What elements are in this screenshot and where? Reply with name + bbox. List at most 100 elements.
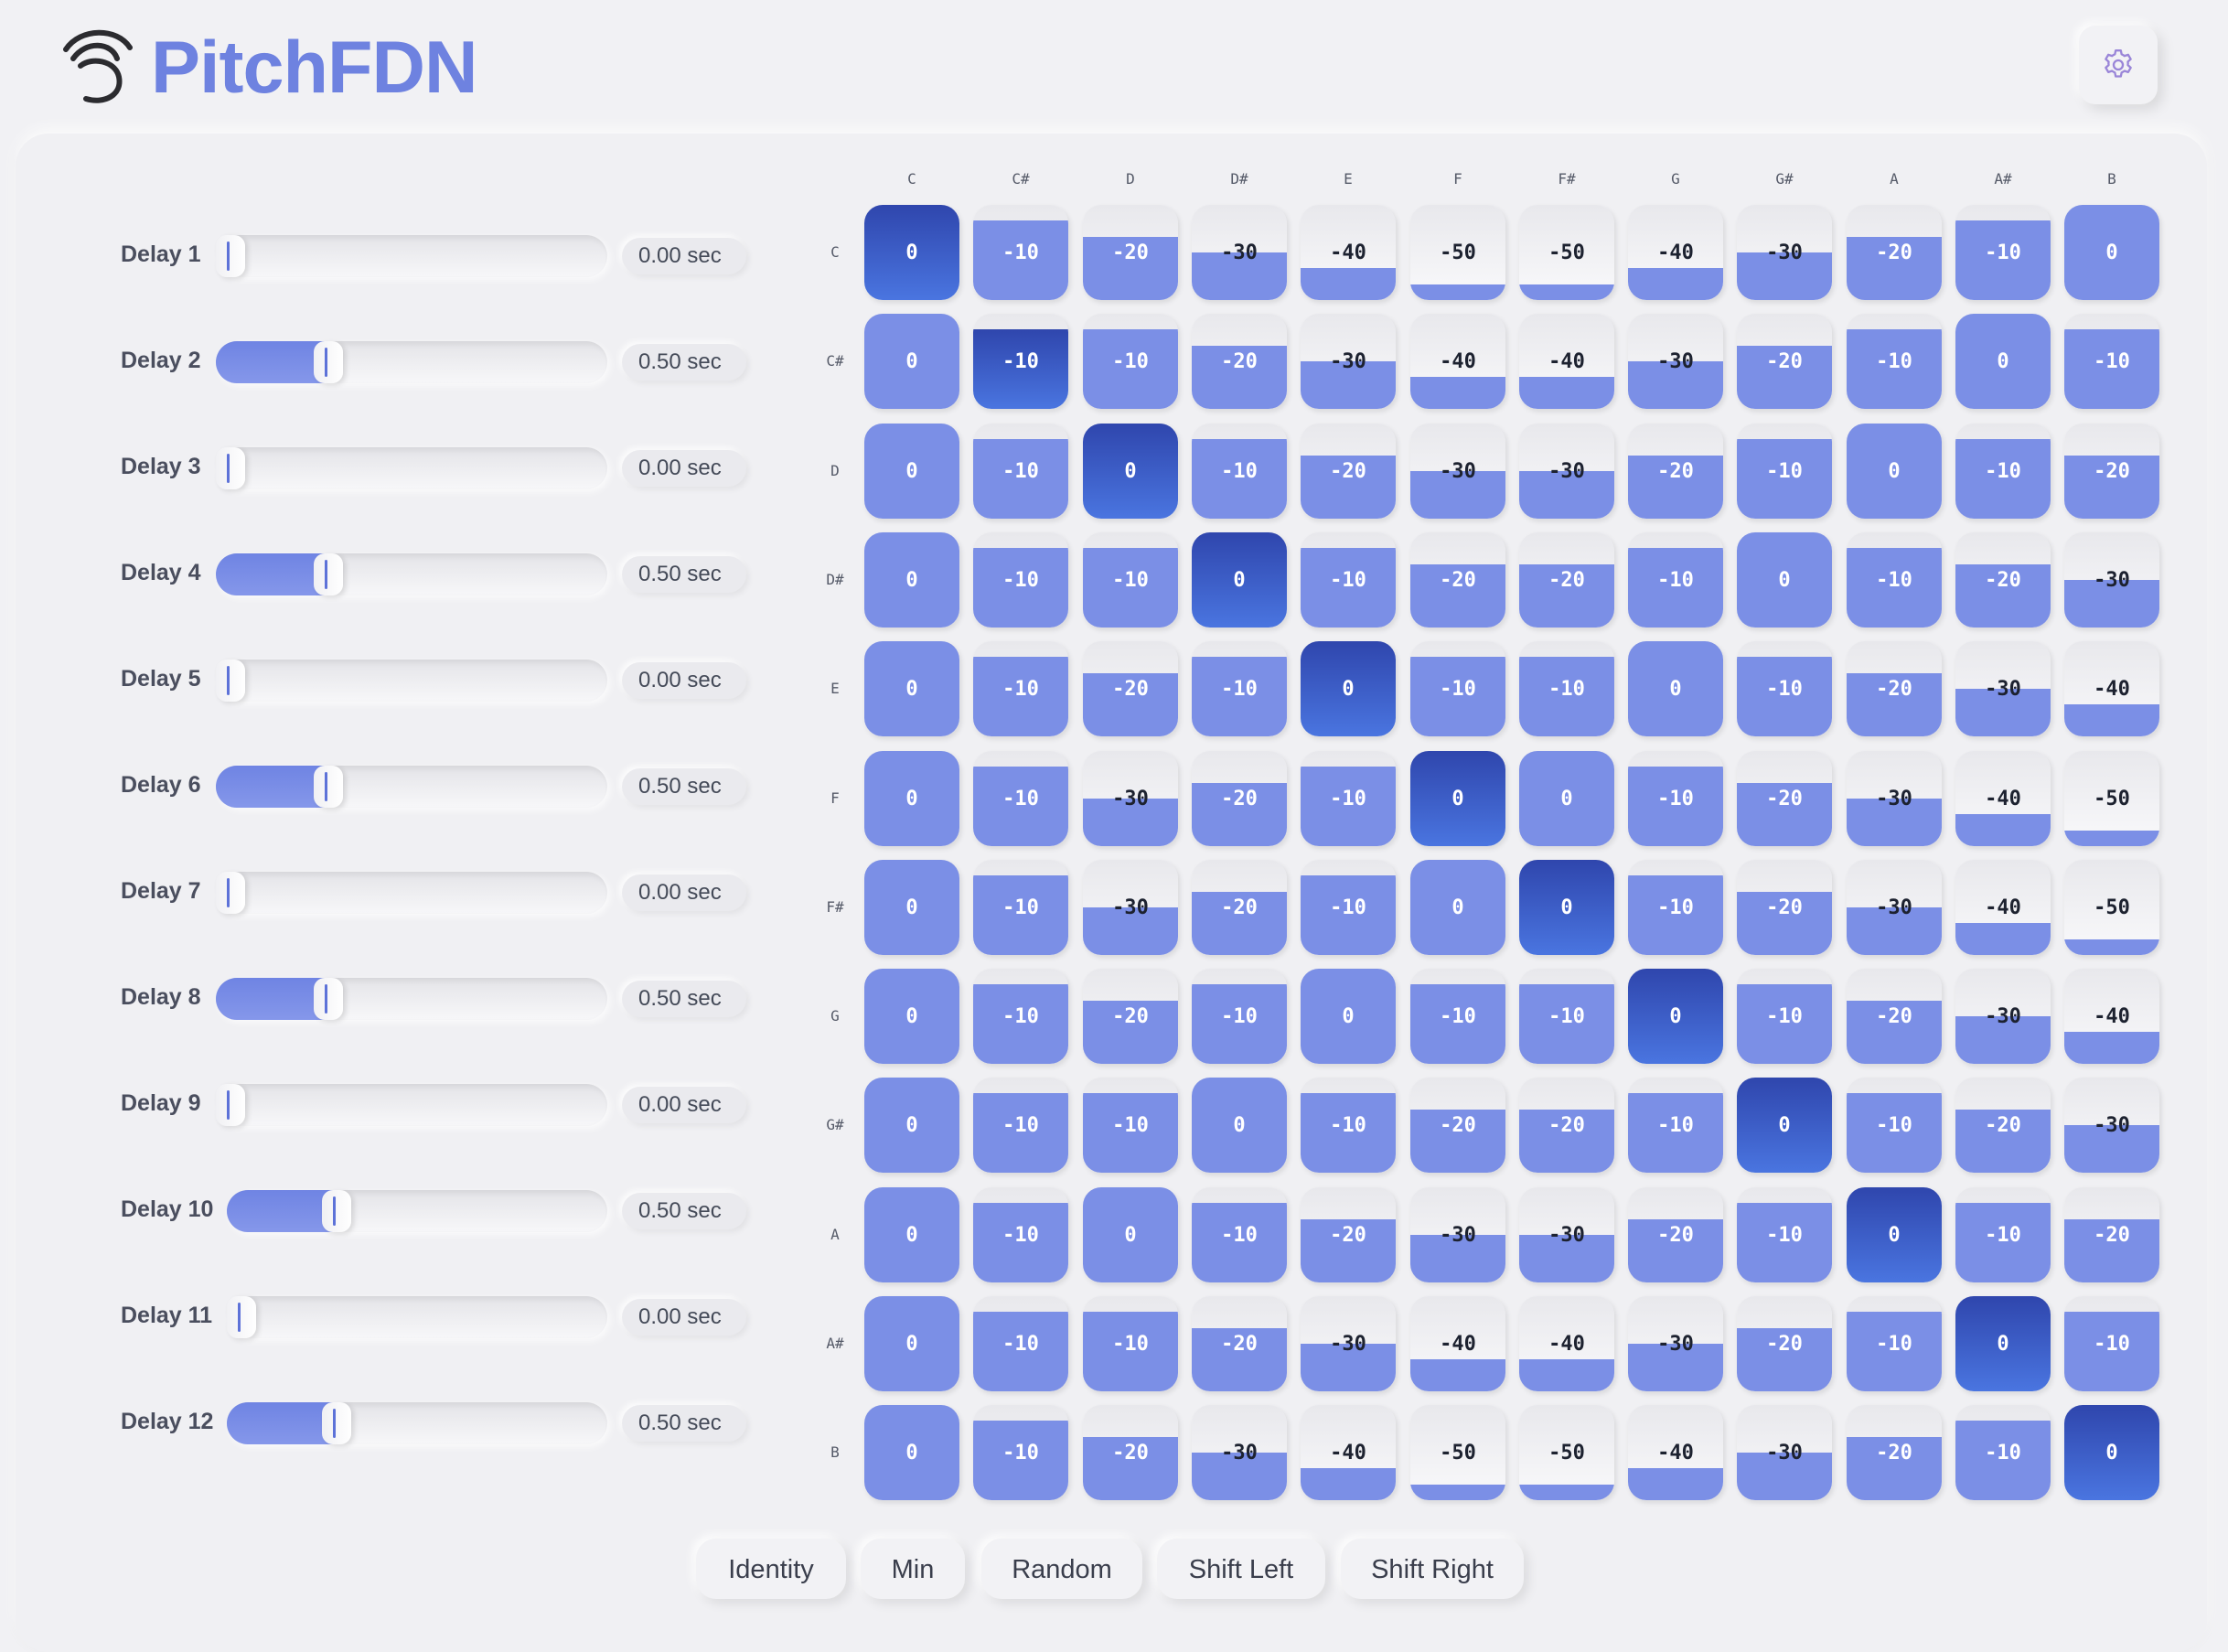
matrix-cell[interactable]: 0: [864, 641, 959, 736]
matrix-cell[interactable]: -20: [1410, 1078, 1505, 1173]
matrix-cell[interactable]: -10: [973, 1296, 1068, 1391]
delay-slider[interactable]: [227, 1402, 607, 1444]
matrix-cell[interactable]: 0: [1192, 1078, 1287, 1173]
matrix-cell[interactable]: -30: [1847, 751, 1942, 846]
matrix-cell[interactable]: -10: [1628, 751, 1723, 846]
matrix-cell[interactable]: -30: [2064, 1078, 2159, 1173]
matrix-cell[interactable]: -10: [1301, 860, 1396, 955]
matrix-cell[interactable]: -50: [1519, 1405, 1614, 1500]
matrix-cell[interactable]: 0: [864, 1187, 959, 1282]
matrix-cell[interactable]: -10: [1847, 1296, 1942, 1391]
matrix-cell[interactable]: -50: [2064, 751, 2159, 846]
matrix-cell[interactable]: -20: [1192, 751, 1287, 846]
delay-slider[interactable]: [216, 235, 607, 277]
matrix-cell[interactable]: -10: [973, 1405, 1068, 1500]
matrix-cell[interactable]: -20: [1192, 860, 1287, 955]
matrix-cell[interactable]: -30: [1519, 1187, 1614, 1282]
matrix-cell[interactable]: -20: [1083, 641, 1178, 736]
delay-slider[interactable]: [216, 766, 607, 808]
matrix-cell[interactable]: -10: [1628, 1078, 1723, 1173]
matrix-cell[interactable]: -10: [1192, 1187, 1287, 1282]
delay-slider[interactable]: [216, 872, 607, 914]
matrix-cell[interactable]: 0: [1628, 969, 1723, 1064]
identity-button[interactable]: Identity: [696, 1539, 846, 1599]
delay-slider[interactable]: [216, 660, 607, 702]
matrix-cell[interactable]: 0: [864, 860, 959, 955]
matrix-cell[interactable]: -10: [973, 1078, 1068, 1173]
matrix-cell[interactable]: -50: [1410, 205, 1505, 300]
matrix-cell[interactable]: -10: [1628, 532, 1723, 628]
matrix-cell[interactable]: 0: [2064, 1405, 2159, 1500]
matrix-cell[interactable]: -10: [973, 532, 1068, 628]
matrix-cell[interactable]: -30: [1410, 424, 1505, 519]
matrix-cell[interactable]: -30: [1301, 1296, 1396, 1391]
matrix-cell[interactable]: 0: [1410, 751, 1505, 846]
matrix-cell[interactable]: -30: [1955, 969, 2051, 1064]
matrix-cell[interactable]: -20: [1847, 969, 1942, 1064]
matrix-cell[interactable]: -20: [2064, 424, 2159, 519]
matrix-cell[interactable]: -40: [1301, 1405, 1396, 1500]
matrix-cell[interactable]: -10: [2064, 1296, 2159, 1391]
matrix-cell[interactable]: 0: [2064, 205, 2159, 300]
matrix-cell[interactable]: -20: [1847, 205, 1942, 300]
matrix-cell[interactable]: -30: [1083, 860, 1178, 955]
matrix-cell[interactable]: -10: [973, 424, 1068, 519]
matrix-cell[interactable]: 0: [864, 969, 959, 1064]
matrix-cell[interactable]: -50: [2064, 860, 2159, 955]
matrix-cell[interactable]: -20: [1847, 641, 1942, 736]
matrix-cell[interactable]: -20: [1083, 969, 1178, 1064]
matrix-cell[interactable]: -10: [973, 205, 1068, 300]
matrix-cell[interactable]: 0: [864, 751, 959, 846]
matrix-cell[interactable]: -20: [1737, 314, 1832, 409]
matrix-cell[interactable]: -20: [1955, 532, 2051, 628]
matrix-cell[interactable]: -20: [2064, 1187, 2159, 1282]
matrix-cell[interactable]: -40: [1301, 205, 1396, 300]
delay-slider[interactable]: [216, 447, 607, 489]
matrix-cell[interactable]: -40: [1410, 314, 1505, 409]
matrix-cell[interactable]: 0: [1628, 641, 1723, 736]
slider-handle[interactable]: [216, 447, 245, 489]
matrix-cell[interactable]: -10: [973, 751, 1068, 846]
matrix-cell[interactable]: -10: [1410, 641, 1505, 736]
matrix-cell[interactable]: -10: [1955, 1187, 2051, 1282]
matrix-cell[interactable]: -30: [1192, 205, 1287, 300]
slider-handle[interactable]: [314, 341, 343, 383]
matrix-cell[interactable]: 0: [1410, 860, 1505, 955]
matrix-cell[interactable]: -10: [1192, 424, 1287, 519]
matrix-cell[interactable]: -10: [973, 1187, 1068, 1282]
matrix-cell[interactable]: 0: [1847, 1187, 1942, 1282]
matrix-cell[interactable]: -20: [1628, 424, 1723, 519]
matrix-cell[interactable]: -10: [1519, 641, 1614, 736]
matrix-cell[interactable]: -30: [2064, 532, 2159, 628]
matrix-cell[interactable]: -20: [1628, 1187, 1723, 1282]
slider-handle[interactable]: [314, 978, 343, 1020]
matrix-cell[interactable]: -10: [1301, 532, 1396, 628]
matrix-cell[interactable]: -40: [1628, 1405, 1723, 1500]
matrix-cell[interactable]: -40: [2064, 969, 2159, 1064]
matrix-cell[interactable]: -30: [1083, 751, 1178, 846]
matrix-cell[interactable]: 0: [864, 205, 959, 300]
matrix-cell[interactable]: -20: [1301, 424, 1396, 519]
matrix-cell[interactable]: -50: [1410, 1405, 1505, 1500]
matrix-cell[interactable]: 0: [864, 1296, 959, 1391]
matrix-cell[interactable]: -20: [1192, 314, 1287, 409]
matrix-cell[interactable]: 0: [1847, 424, 1942, 519]
matrix-cell[interactable]: -10: [1847, 314, 1942, 409]
slider-handle[interactable]: [314, 553, 343, 595]
matrix-cell[interactable]: 0: [864, 424, 959, 519]
matrix-cell[interactable]: -10: [1955, 1405, 2051, 1500]
matrix-cell[interactable]: -10: [973, 314, 1068, 409]
matrix-cell[interactable]: 0: [1301, 969, 1396, 1064]
matrix-cell[interactable]: -20: [1410, 532, 1505, 628]
matrix-cell[interactable]: -10: [1847, 532, 1942, 628]
matrix-cell[interactable]: -20: [1955, 1078, 2051, 1173]
matrix-cell[interactable]: -10: [1083, 1078, 1178, 1173]
matrix-cell[interactable]: -30: [1192, 1405, 1287, 1500]
matrix-cell[interactable]: -20: [1847, 1405, 1942, 1500]
matrix-cell[interactable]: 0: [1955, 314, 2051, 409]
delay-slider[interactable]: [227, 1190, 607, 1232]
matrix-cell[interactable]: -40: [2064, 641, 2159, 736]
matrix-cell[interactable]: -10: [973, 641, 1068, 736]
matrix-cell[interactable]: -30: [1519, 424, 1614, 519]
slider-handle[interactable]: [314, 766, 343, 808]
